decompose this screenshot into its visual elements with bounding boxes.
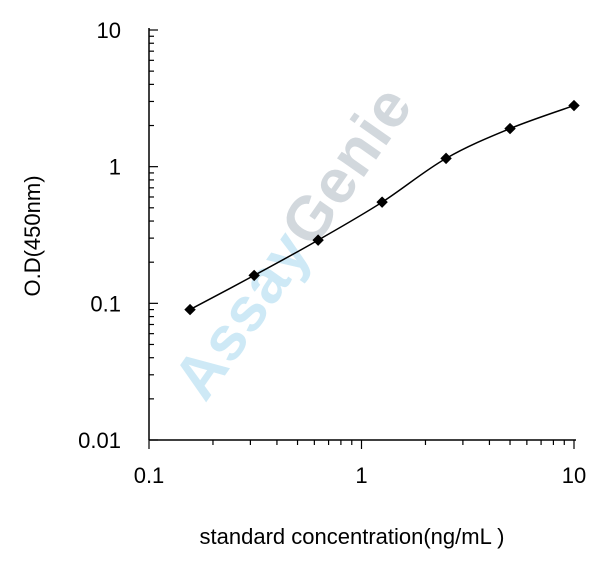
data-point [440,152,452,165]
data-point [376,196,388,208]
data-point [184,303,196,316]
y-axis-label: O.D(450nm) [20,175,45,296]
data-point [504,122,516,135]
x-tick-label: 10 [562,463,586,488]
y-tick-label: 1 [109,155,121,180]
y-tick-label: 10 [97,18,121,43]
series-layer [184,99,580,316]
x-tick-label: 1 [355,463,367,488]
data-point [248,269,260,282]
axis-labels: standard concentration(ng/mL ) O.D(450nm… [20,175,504,549]
data-point [568,99,580,112]
watermark: Assay Genie [160,73,426,412]
y-tick-label: 0.1 [90,291,121,316]
x-tick-label: 0.1 [134,463,165,488]
watermark-genie: Genie [268,73,426,258]
watermark-assay: Assay [160,218,324,411]
y-tick-label: 0.01 [78,428,121,453]
axes: 0.1 1 10 0.01 0.1 1 10 [78,18,586,488]
data-point [312,234,324,246]
x-axis-label: standard concentration(ng/mL ) [200,524,505,549]
